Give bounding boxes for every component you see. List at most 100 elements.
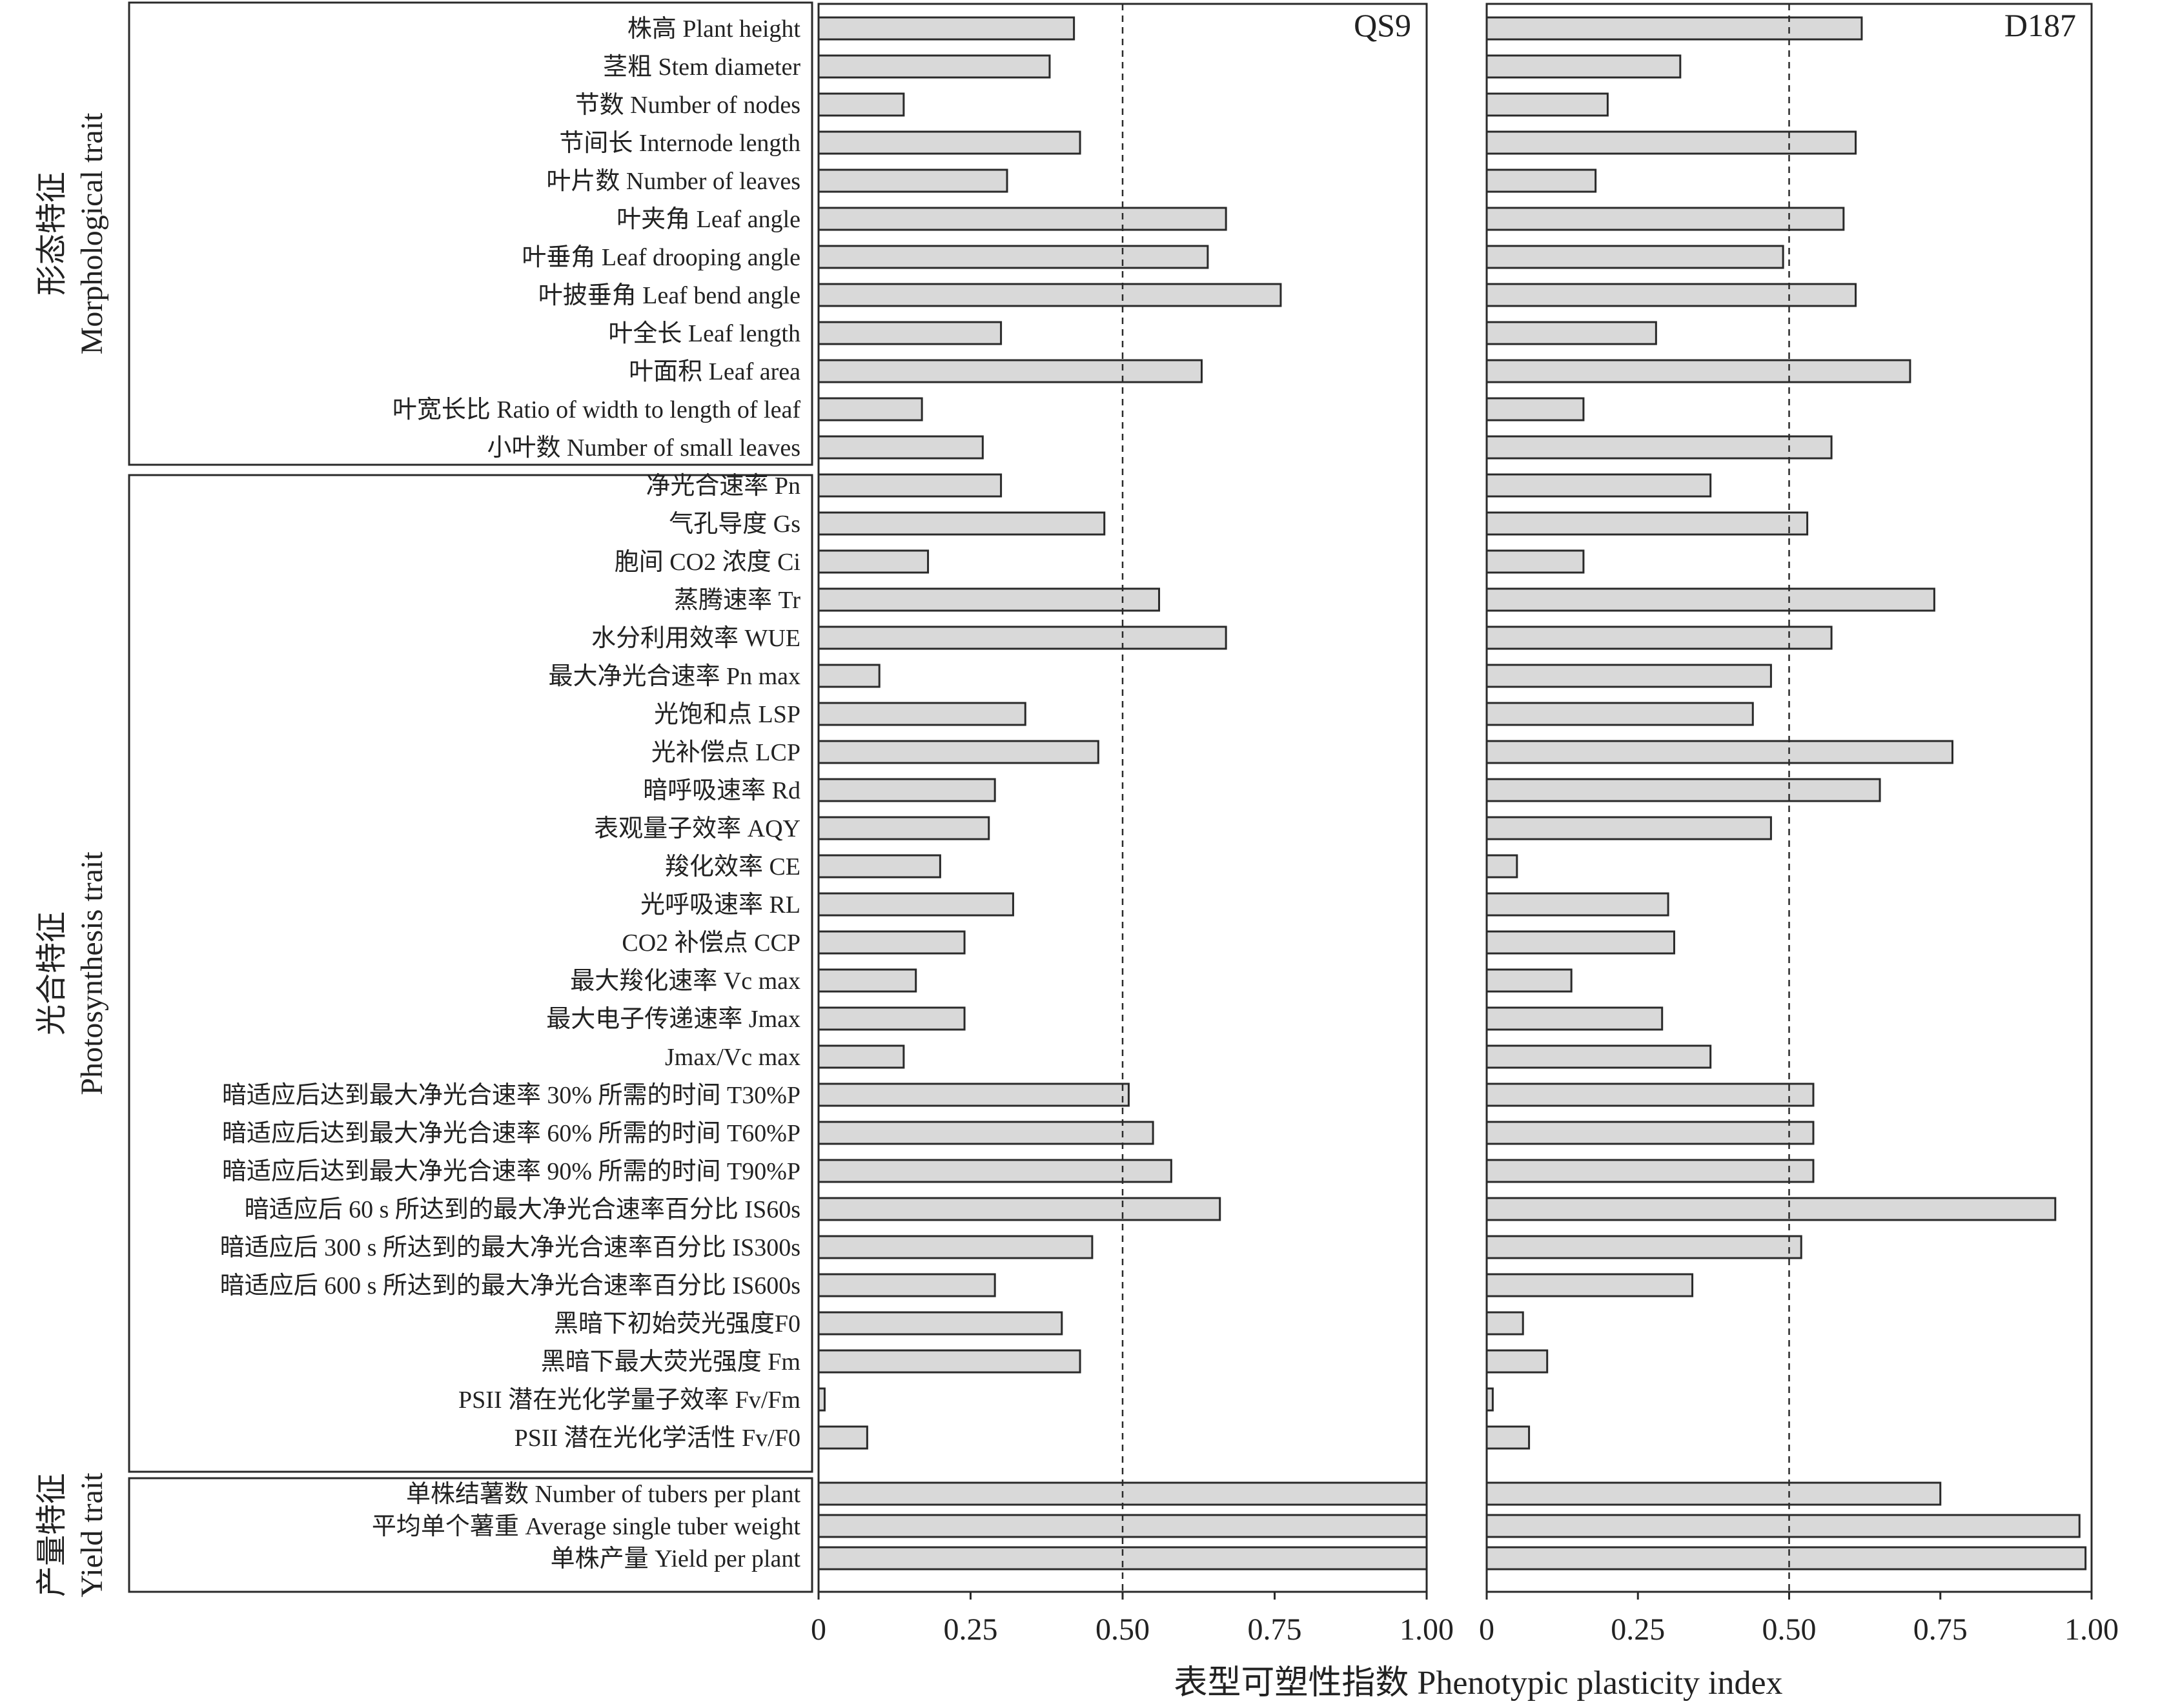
bar [1485,1481,1942,1506]
bar [817,740,1099,764]
trait-label: 暗适应后达到最大净光合速率 90% 所需的时间 T90%P [222,1158,800,1185]
trait-label: 叶宽长比 Ratio of width to length of leaf [392,396,801,423]
bar [817,54,1051,79]
trait-label: 小叶数 Number of small leaves [487,434,800,462]
bar [817,397,923,422]
bar [1485,778,1881,802]
bar [817,1044,905,1069]
bar [817,92,905,117]
x-tick-label: 0.50 [1762,1612,1817,1647]
bar [1485,1044,1712,1069]
trait-label: PSII 潜在光化学量子效率 Fv/Fm [458,1387,800,1414]
trait-label: 叶夹角 Leaf angle [616,206,800,233]
bar [817,321,1003,345]
x-tick-label: 0 [811,1612,826,1647]
bar [817,816,990,840]
panel-title: D187 [2004,7,2076,43]
bar [1485,930,1675,955]
bar [1485,283,1857,307]
trait-group-frame [128,1,813,466]
trait-label: 叶披垂角 Leaf bend angle [538,282,800,309]
group-label-cn: 产量特征 [35,1473,69,1597]
bar [817,1311,1063,1336]
bar [1485,1273,1694,1297]
bar [1485,168,1597,193]
trait-labels: 株高 Plant height 茎粗 Stem diameter 节数 Number… [220,15,801,1572]
bar [817,1083,1130,1107]
panel-d187: D187 [1485,3,2093,1593]
x-tick-label: 0.25 [1611,1612,1665,1647]
bar [817,359,1203,383]
trait-label: 单株产量 Yield per plant [551,1545,801,1572]
bar [1485,1349,1549,1374]
bar [1485,511,1809,536]
bar [1485,816,1772,840]
trait-label: 单株结薯数 Number of tubers per plant [406,1481,800,1508]
group-label-en: Photosynthesis trait [75,851,109,1095]
trait-label: 净光合速率 Pn [646,473,800,500]
bar [1485,740,1953,764]
bar [1485,1425,1531,1450]
bar [817,1349,1081,1374]
trait-label: 光饱和点 LSP [654,701,800,728]
bar [817,130,1081,155]
bar [817,854,941,879]
x-tick-label: 0.75 [1248,1612,1302,1647]
trait-label: 暗呼吸速率 Rd [643,777,800,804]
trait-label: 平均单个薯重 Average single tuber weight [372,1513,801,1540]
trait-label: 最大电子传递速率 Jmax [546,1006,800,1033]
bar [817,473,1003,498]
trait-label: 节间长 Internode length [559,130,800,157]
trait-label: 黑暗下最大荧光强度 Fm [541,1348,800,1376]
bar [1485,1387,1494,1412]
trait-label: PSII 潜在光化学活性 Fv/F0 [515,1425,800,1452]
panel-qs9: QS9 [817,3,1428,1593]
trait-group-frame [128,1477,813,1593]
bar [817,549,930,574]
bar [1485,1546,2087,1571]
trait-label: 水分利用效率 WUE [591,625,800,652]
bar [1485,130,1857,155]
bar [817,625,1227,650]
bar [817,16,1075,41]
bar [1485,1121,1815,1145]
trait-label: 最大净光合速率 Pn max [548,663,800,690]
trait-label: 叶片数 Number of leaves [546,168,800,195]
bar [817,968,917,993]
trait-label: 节数 Number of nodes [575,92,800,119]
trait-group-labels: 形态特征 Morphological trait 光合特征 Photosynthesi… [35,112,109,1598]
bar [817,1197,1221,1221]
bar [1485,92,1609,117]
bar [817,778,996,802]
bar [817,1387,826,1412]
x-tick-label: 1.00 [2064,1612,2119,1647]
bar [1485,664,1772,688]
x-tick-label: 0.50 [1095,1612,1150,1647]
bar [1485,854,1518,879]
trait-label: 暗适应后 300 s 所达到的最大净光合速率百分比 IS300s [220,1234,800,1261]
bar [1485,625,1833,650]
trait-label: 光呼吸速率 RL [640,891,800,919]
x-axis: 0 0.25 0.50 0.75 1.00 0 0.25 0.50 0.75 1.00 [811,1592,2119,1647]
bar [1485,892,1669,917]
group-label-cn: 形态特征 [35,172,69,296]
trait-label: 暗适应后 60 s 所达到的最大净光合速率百分比 IS60s [245,1196,800,1223]
trait-label: 暗适应后 600 s 所达到的最大净光合速率百分比 IS600s [220,1272,800,1299]
group-label-en: Morphological trait [75,112,109,354]
bar [1485,359,1911,383]
bar [817,435,984,460]
trait-label: 叶面积 Leaf area [629,358,800,385]
bar [817,587,1161,612]
trait-label: 黑暗下初始荧光强度F0 [554,1310,800,1337]
bar [817,168,1008,193]
bar [1485,245,1784,269]
trait-label: 气孔导度 Gs [669,511,800,538]
trait-label: 暗适应后达到最大净光合速率 60% 所需的时间 T60%P [222,1120,800,1147]
bar [1485,1235,1802,1259]
trait-group-frames [128,1,813,1593]
x-axis-title: 表型可塑性指数 Phenotypic plasticity index [1174,1665,1782,1702]
bar [1485,587,1935,612]
bar [817,930,966,955]
trait-label: 羧化效率 CE [665,853,800,880]
